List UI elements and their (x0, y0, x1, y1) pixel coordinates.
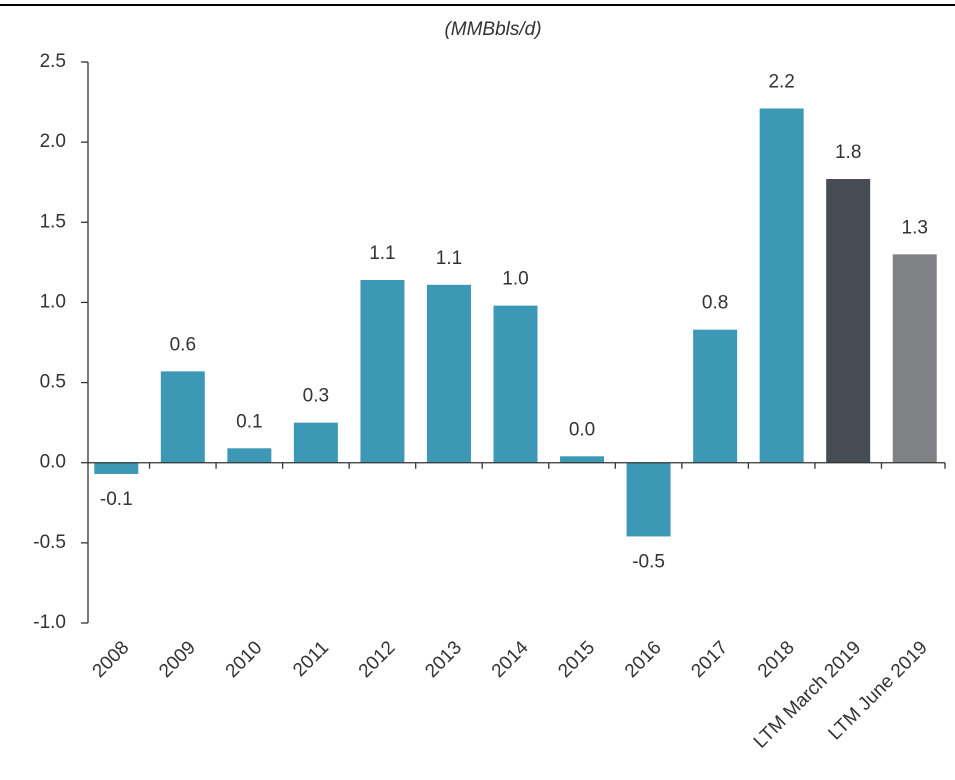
x-tick-label: 2015 (554, 637, 599, 682)
y-tick-label: 2.0 (40, 131, 66, 152)
data-label: 0.0 (569, 419, 595, 440)
x-tick-label: 2009 (155, 637, 200, 682)
data-label: 0.8 (702, 293, 728, 314)
data-label: -0.1 (100, 489, 133, 510)
bar (293, 422, 338, 463)
x-tick-label: 2017 (687, 637, 732, 682)
data-label: 0.1 (236, 411, 262, 432)
bar (626, 462, 671, 537)
bar (227, 448, 272, 463)
data-label: 0.6 (170, 334, 196, 355)
bar (826, 179, 871, 463)
x-tick-label: 2011 (289, 637, 333, 681)
data-label: 1.3 (902, 217, 928, 238)
data-label: -0.5 (632, 551, 665, 572)
bar (94, 462, 139, 474)
data-label: 1.1 (436, 248, 462, 269)
y-tick-label: 0.5 (40, 372, 66, 393)
x-tick-label: 2012 (355, 637, 400, 682)
data-label: 0.3 (303, 386, 329, 407)
x-tick-label: 2016 (621, 637, 666, 682)
y-tick-label: 2.5 (40, 51, 66, 72)
bar (560, 456, 605, 463)
bar (360, 279, 405, 463)
bar (759, 108, 804, 463)
x-tick-label: 2014 (488, 637, 533, 682)
chart-title: (MMBbls/d) (444, 19, 541, 40)
data-label: 2.2 (768, 71, 794, 92)
bar (493, 305, 538, 463)
bar (892, 254, 937, 463)
bar (160, 371, 205, 463)
y-tick-label: 1.5 (40, 211, 66, 232)
y-tick-label: 0.0 (40, 452, 66, 473)
bar (426, 284, 471, 463)
bar (693, 329, 738, 463)
x-tick-label: 2018 (754, 637, 799, 682)
y-tick-label: -1.0 (33, 612, 66, 633)
x-tick-label: 2008 (89, 637, 134, 682)
data-label: 1.8 (835, 142, 861, 163)
y-tick-label: 1.0 (40, 291, 66, 312)
y-tick-label: -0.5 (33, 532, 66, 553)
data-label: 1.1 (369, 243, 395, 264)
x-tick-label: 2013 (421, 637, 466, 682)
data-label: 1.0 (502, 269, 528, 290)
x-tick-label: 2010 (222, 637, 267, 682)
